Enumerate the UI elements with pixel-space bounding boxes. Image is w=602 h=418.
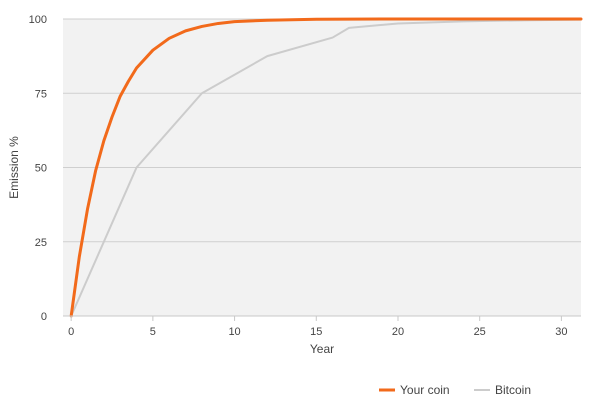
- x-tick-label: 10: [228, 326, 240, 338]
- series-line-bitcoin: [70, 18, 582, 317]
- x-tick-label: 15: [310, 326, 322, 338]
- x-tick-label: 5: [150, 326, 156, 338]
- legend: Your coin Bitcoin: [379, 383, 531, 397]
- x-axis-title: Year: [310, 342, 334, 356]
- y-tick-label: 100: [29, 14, 47, 26]
- y-axis-title: Emission %: [7, 136, 21, 199]
- x-tick-label: 30: [555, 326, 567, 338]
- series-layer: [69, 17, 583, 318]
- x-tick-label: 25: [474, 326, 486, 338]
- y-tick-label: 25: [35, 237, 47, 249]
- y-tick-label: 50: [35, 163, 47, 175]
- x-tick-label: 0: [68, 326, 74, 338]
- x-tick-label: 20: [392, 326, 404, 338]
- axes: 0 25 50 75 100 0 5 10 15 20 25 30 Year Emission %: [7, 14, 581, 356]
- y-tick-label: 75: [35, 88, 47, 100]
- legend-label-bitcoin: Bitcoin: [495, 383, 531, 397]
- legend-label-your-coin: Your coin: [400, 383, 450, 397]
- series-line-your-coin: [69, 17, 583, 318]
- y-tick-label: 0: [41, 311, 47, 323]
